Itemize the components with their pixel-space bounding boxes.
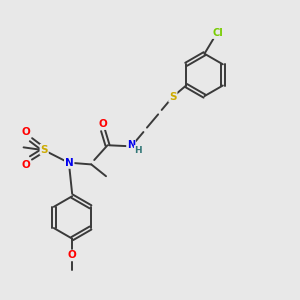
- Text: N: N: [127, 140, 135, 150]
- Text: O: O: [68, 250, 76, 260]
- Text: H: H: [135, 146, 142, 155]
- Text: N: N: [65, 158, 74, 168]
- Text: O: O: [21, 160, 30, 170]
- Text: S: S: [169, 92, 177, 102]
- Text: Cl: Cl: [212, 28, 223, 38]
- Text: S: S: [40, 145, 48, 155]
- Text: O: O: [21, 127, 30, 137]
- Text: O: O: [99, 119, 107, 129]
